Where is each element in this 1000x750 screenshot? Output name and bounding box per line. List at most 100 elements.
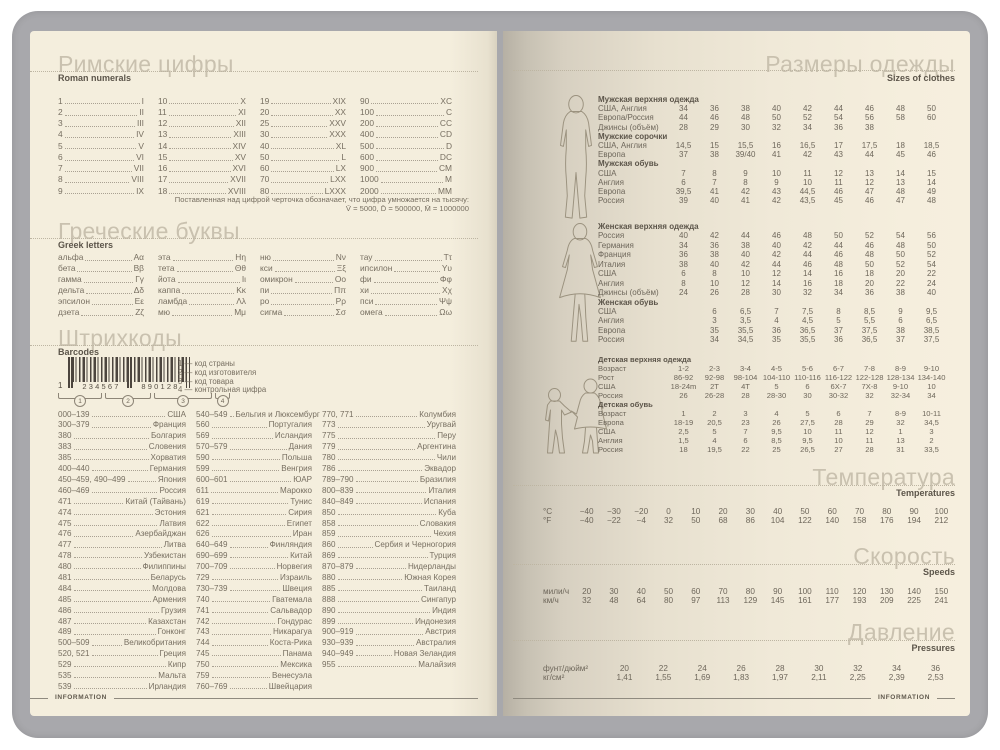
list-item: дельта Δδ	[58, 285, 144, 296]
item-label: 885	[322, 583, 336, 593]
dotted-leader	[294, 282, 333, 283]
size-cell: 27	[834, 445, 843, 454]
dotted-leader	[64, 148, 137, 150]
size-cell: 36	[710, 104, 719, 114]
size-cell: 10	[741, 269, 750, 279]
list-item: 888 Сингапур	[322, 593, 456, 604]
barcode-legend: 1 — код страны 2 — код изготовителя 3 — ко…	[178, 359, 266, 395]
size-cell: 11	[865, 436, 874, 445]
size-cell: 42	[741, 186, 750, 196]
size-cell: 29	[865, 418, 874, 427]
barcode-callout-bracket: 2	[105, 393, 151, 407]
size-cell: 40	[710, 259, 719, 269]
dotted-leader	[169, 159, 233, 161]
dotted-leader	[64, 137, 135, 138]
size-cell: 128-134	[886, 373, 915, 382]
unit-cell: 20	[582, 587, 592, 596]
size-cell: 19,5	[707, 445, 722, 454]
size-row-label: Европа	[598, 325, 626, 335]
unit-cell: 113	[716, 596, 730, 606]
list-item: тета Θθ	[158, 263, 246, 274]
item-value: Δδ	[133, 285, 144, 296]
item-value: Швейцария	[268, 681, 312, 691]
item-label: кси	[260, 263, 273, 274]
size-cell: 9	[743, 168, 748, 178]
unit-label: км/ч	[543, 596, 559, 606]
right-page: Размеры одежды Sizes of clothes Мужская …	[503, 31, 970, 716]
item-label: 11	[158, 106, 167, 117]
dotted-leader	[337, 513, 437, 515]
size-cell: 42	[772, 250, 781, 260]
size-row-label: Возраст	[598, 364, 627, 373]
item-value: CD	[439, 129, 452, 140]
list-item: 900 CM	[360, 163, 452, 174]
unit-cell: 120	[852, 587, 867, 596]
size-cell	[668, 327, 699, 336]
dotted-leader	[182, 293, 235, 294]
section-title-temperature: Температура	[812, 464, 955, 490]
size-cell: 7	[774, 306, 779, 316]
size-cell: 50	[834, 231, 843, 241]
item-label: 6	[58, 151, 63, 162]
size-cell: 42	[710, 231, 719, 241]
size-cell: 30-32	[828, 391, 849, 400]
size-cell: 7X-8	[861, 382, 878, 391]
size-cell: 16,5	[799, 140, 816, 150]
list-item: 486 Грузия	[58, 604, 186, 615]
item-label: 000–139	[58, 409, 90, 419]
size-cell: 50	[772, 113, 781, 123]
size-cell: 3,5	[739, 316, 752, 326]
size-cell: 9	[898, 306, 903, 316]
size-cell: 8,5	[863, 306, 876, 316]
item-label: 450–459, 490–499	[58, 474, 126, 484]
size-cell: 58	[896, 113, 905, 123]
list-item: 740 Гватемала	[196, 593, 312, 604]
dotted-leader	[73, 459, 149, 461]
size-cell: 5-6	[802, 364, 813, 373]
unit-cell: −22	[606, 516, 621, 526]
item-value: Турция	[429, 551, 457, 561]
size-cell: 11	[834, 177, 843, 187]
item-value: VI	[136, 151, 144, 162]
size-cell: 28	[679, 122, 688, 132]
item-value: Бразилия	[419, 474, 456, 484]
dotted-leader	[169, 103, 239, 105]
size-cell: 48	[834, 259, 843, 269]
dotted-leader	[375, 137, 438, 138]
divider-greek	[30, 238, 478, 239]
size-group-header: Мужская обувь	[598, 159, 659, 169]
list-item: 10 X	[158, 95, 246, 106]
unit-cell: 1,97	[772, 673, 788, 683]
children-sizes-table: Детская верхняя одежда Возраст 1-2 2-3 3-4 4-…	[598, 355, 947, 455]
dotted-leader	[337, 601, 420, 603]
country-codes-column: 000–139 США 300–379 Франция 380 Болгария 383 Сл…	[58, 408, 186, 691]
list-item: 773 Уругвай	[322, 419, 456, 430]
item-value: Португалия	[268, 420, 312, 430]
item-label: фи	[360, 274, 372, 285]
dotted-leader	[86, 293, 132, 294]
dotted-leader	[64, 182, 130, 183]
list-item: 487 Казахстан	[58, 615, 186, 626]
size-cell: 6	[681, 177, 686, 187]
size-cell: 1,5	[678, 436, 689, 445]
size-cell: 54	[927, 259, 936, 269]
size-cell: 15	[927, 168, 936, 178]
list-item: сигма Σσ	[260, 307, 346, 318]
legend-item: 3 — код товара	[178, 376, 234, 386]
item-label: 622	[196, 518, 210, 528]
item-value: Οο	[334, 274, 346, 285]
dotted-leader	[64, 193, 135, 195]
list-item: 590 Польша	[196, 452, 312, 463]
footer-line	[937, 697, 955, 699]
size-cell: 20,5	[707, 418, 722, 427]
item-label: 600–601	[196, 474, 228, 484]
size-cell: 16	[772, 140, 781, 150]
barcode-guard-icon	[127, 357, 129, 388]
item-label: 500–509	[58, 638, 90, 648]
item-label: 611	[196, 485, 209, 495]
size-cell: 14	[772, 278, 781, 288]
unit-cell: 40	[773, 507, 783, 516]
size-group-header: Детская обувь	[598, 400, 653, 409]
list-item: 858 Словакия	[322, 517, 456, 528]
size-cell: 9	[774, 177, 779, 187]
